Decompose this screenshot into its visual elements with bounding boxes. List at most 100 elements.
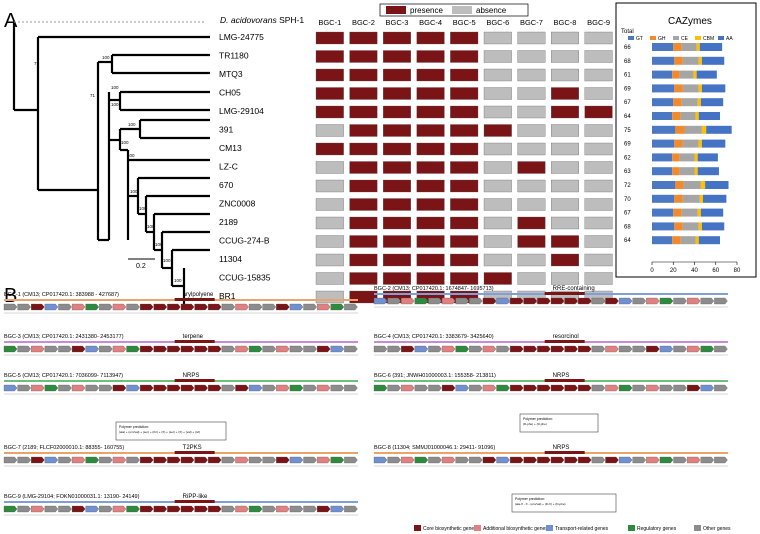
bgc-presence-cell xyxy=(450,235,479,248)
bgc-absence-cell xyxy=(551,272,579,285)
cazymes-bar-segment xyxy=(698,112,720,120)
bgc-presence-cell xyxy=(416,235,445,248)
cluster-label: BGC-4 (CM13; CP017420.1: 3383679- 342564… xyxy=(374,334,494,340)
bgc-absence-cell xyxy=(517,105,546,119)
cazymes-total: 61 xyxy=(624,73,631,79)
bgc-absence-cell xyxy=(584,235,613,248)
polymer-prediction-box: Polymer prediction:(ala-X - X - (orn/val… xyxy=(511,493,617,513)
cazymes-bar-segment xyxy=(695,112,699,120)
gene-arrow xyxy=(469,345,483,353)
gene-arrow xyxy=(289,384,304,392)
bgc-absence-cell xyxy=(584,68,613,82)
gene-arrow xyxy=(344,384,358,392)
bgc-presence-cell xyxy=(450,198,479,211)
cazymes-x-tick: 80 xyxy=(734,268,741,274)
cazymes-title: CAZymes xyxy=(668,16,712,27)
cazymes-total: 69 xyxy=(624,142,631,148)
bgc-absence-cell xyxy=(551,68,579,82)
core-region-marker xyxy=(544,451,585,454)
gene-cluster: BGC-4 (CM13; CP017420.1: 3383679- 342564… xyxy=(373,334,728,356)
bgc-absence-cell xyxy=(584,198,613,211)
cazymes-x-tick: 20 xyxy=(670,268,677,274)
gene-arrow xyxy=(496,384,510,392)
cazymes-bar-segment xyxy=(652,153,673,162)
bgc-presence-cell xyxy=(383,105,411,119)
cazymes-bar-segment xyxy=(684,125,702,134)
gene-arrow xyxy=(289,345,304,353)
gene-arrow xyxy=(44,303,59,311)
bgc-presence-cell xyxy=(349,290,378,304)
gene-arrow xyxy=(618,345,633,353)
bgc-presence-cell xyxy=(450,253,479,267)
cazymes-bar-segment xyxy=(682,84,699,93)
gene-cluster: BGC-1 (CM13; CP017420.1: 383988 - 427687… xyxy=(3,292,358,314)
prediction-text: (ala-X - X - (orn/val) + (D-X) + (D-phe) xyxy=(515,502,566,506)
gene-arrow xyxy=(550,297,565,305)
gene-arrow xyxy=(373,345,388,353)
gene-arrow xyxy=(167,505,181,513)
gene-arrow xyxy=(44,345,59,353)
taxon-label: LMG-24775 xyxy=(219,32,264,42)
gene-arrow xyxy=(167,303,181,311)
cazymes-bar-segment xyxy=(672,70,680,79)
bgc-absence-cell xyxy=(483,216,512,230)
gene-arrow xyxy=(85,384,100,392)
bgc-column-header: BGC-3 xyxy=(386,18,409,27)
gene-arrow xyxy=(99,456,113,464)
cazymes-total: 66 xyxy=(624,45,631,51)
gene-arrow xyxy=(401,384,415,392)
cluster-type: T2PKS xyxy=(183,445,202,451)
bgc-column-header: BGC-1 xyxy=(318,18,341,27)
bgc-presence-cell xyxy=(416,124,445,137)
cazymes-bar-segment xyxy=(673,43,682,51)
bgc-presence-cell xyxy=(383,142,411,156)
bgc-presence-cell xyxy=(551,105,579,119)
gene-arrow xyxy=(17,505,31,513)
bgc-absence-cell xyxy=(584,272,613,285)
bgc-presence-cell xyxy=(383,272,411,285)
bgc-absence-cell xyxy=(517,253,546,267)
gene-legend-item: Regulatory genes xyxy=(637,526,677,532)
bgc-column-header: BGC-2 xyxy=(352,18,375,27)
gene-arrow xyxy=(496,456,510,464)
cazymes-bar-segment xyxy=(652,84,675,93)
gene-arrow xyxy=(58,505,72,513)
cazymes-bar-segment xyxy=(682,139,699,148)
gene-arrow xyxy=(482,456,497,464)
gene-cluster: BGC-7 (2189; FLCF02000010.1: 88355- 1607… xyxy=(3,445,358,467)
cazymes-x-tick: 0 xyxy=(650,268,654,274)
gene-arrow xyxy=(441,456,456,464)
cazymes-bar-segment xyxy=(697,167,719,176)
bootstrap-value: 100 xyxy=(111,85,119,90)
cazymes-bar-segment xyxy=(697,208,701,217)
gene-arrow xyxy=(208,345,222,353)
gene-arrow xyxy=(153,505,168,513)
gene-legend-item: Other genes xyxy=(703,526,731,532)
cazymes-total: 67 xyxy=(624,211,631,217)
cazymes-bar-segment xyxy=(682,194,700,203)
taxon-label: CH05 xyxy=(219,88,241,98)
gene-arrow xyxy=(58,345,72,353)
gene-arrow xyxy=(373,456,388,464)
cazymes-bar-segment xyxy=(652,208,674,217)
gene-arrow xyxy=(276,505,290,513)
taxon-label: CCUG-15835 xyxy=(219,273,271,283)
taxon-label: CM13 xyxy=(219,143,242,153)
gene-arrow xyxy=(208,384,222,392)
gene-arrow xyxy=(112,456,127,464)
gene-arrow xyxy=(194,303,208,311)
cazymes-legend-item: AA xyxy=(726,36,733,42)
gene-arrow xyxy=(714,345,728,353)
bgc-presence-cell xyxy=(450,50,479,63)
gene-arrow xyxy=(180,456,195,464)
cazymes-bar-segment xyxy=(674,222,683,231)
gene-arrow xyxy=(248,384,263,392)
gene-arrow xyxy=(714,456,728,464)
gene-arrow xyxy=(373,384,388,392)
gene-arrow xyxy=(58,384,72,392)
gene-arrow xyxy=(3,345,18,353)
gene-arrow xyxy=(153,456,168,464)
gene-legend-swatch xyxy=(414,525,421,531)
gene-arrow xyxy=(687,345,701,353)
